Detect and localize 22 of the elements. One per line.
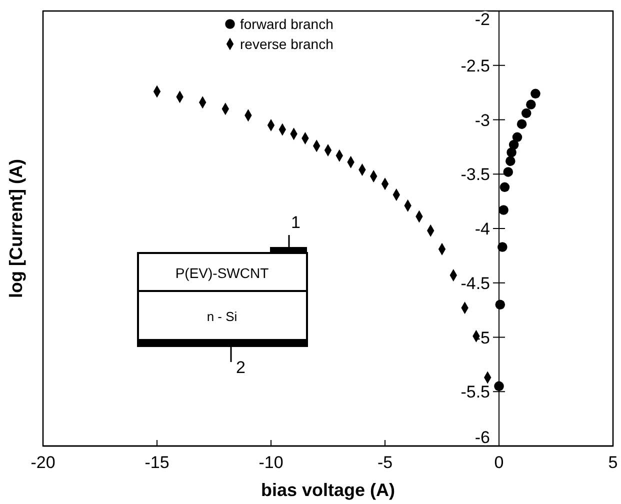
legend-label: reverse branch [240,36,334,52]
y-tick-label: -6 [474,428,490,447]
y-tick-label: -3.5 [460,165,490,184]
x-tick-label: -5 [377,453,393,472]
x-axis-title: bias voltage (A) [260,480,396,500]
x-tick-label: 5 [608,453,618,472]
legend-label: forward branch [240,16,334,32]
y-tick-label: -2 [474,10,490,29]
y-tick-label: -4.5 [460,274,490,293]
y-tick-label: -4 [474,220,490,238]
y-axis-title: log [Current] (A) [6,159,26,298]
x-tick-label: 0 [494,453,504,472]
x-tick-label: -20 [30,453,56,472]
y-tick-label: -3 [474,110,490,130]
annotation: P(EV)-SWCNT [175,265,270,281]
y-tick-label: -2.5 [460,56,490,76]
annotation: 2 [236,358,246,377]
annotation: n - Si [206,309,238,324]
x-tick-label: -10 [258,453,284,472]
x-tick-label: -15 [144,453,170,472]
y-tick-label: -5.5 [460,382,490,402]
annotation: 1 [291,213,300,232]
